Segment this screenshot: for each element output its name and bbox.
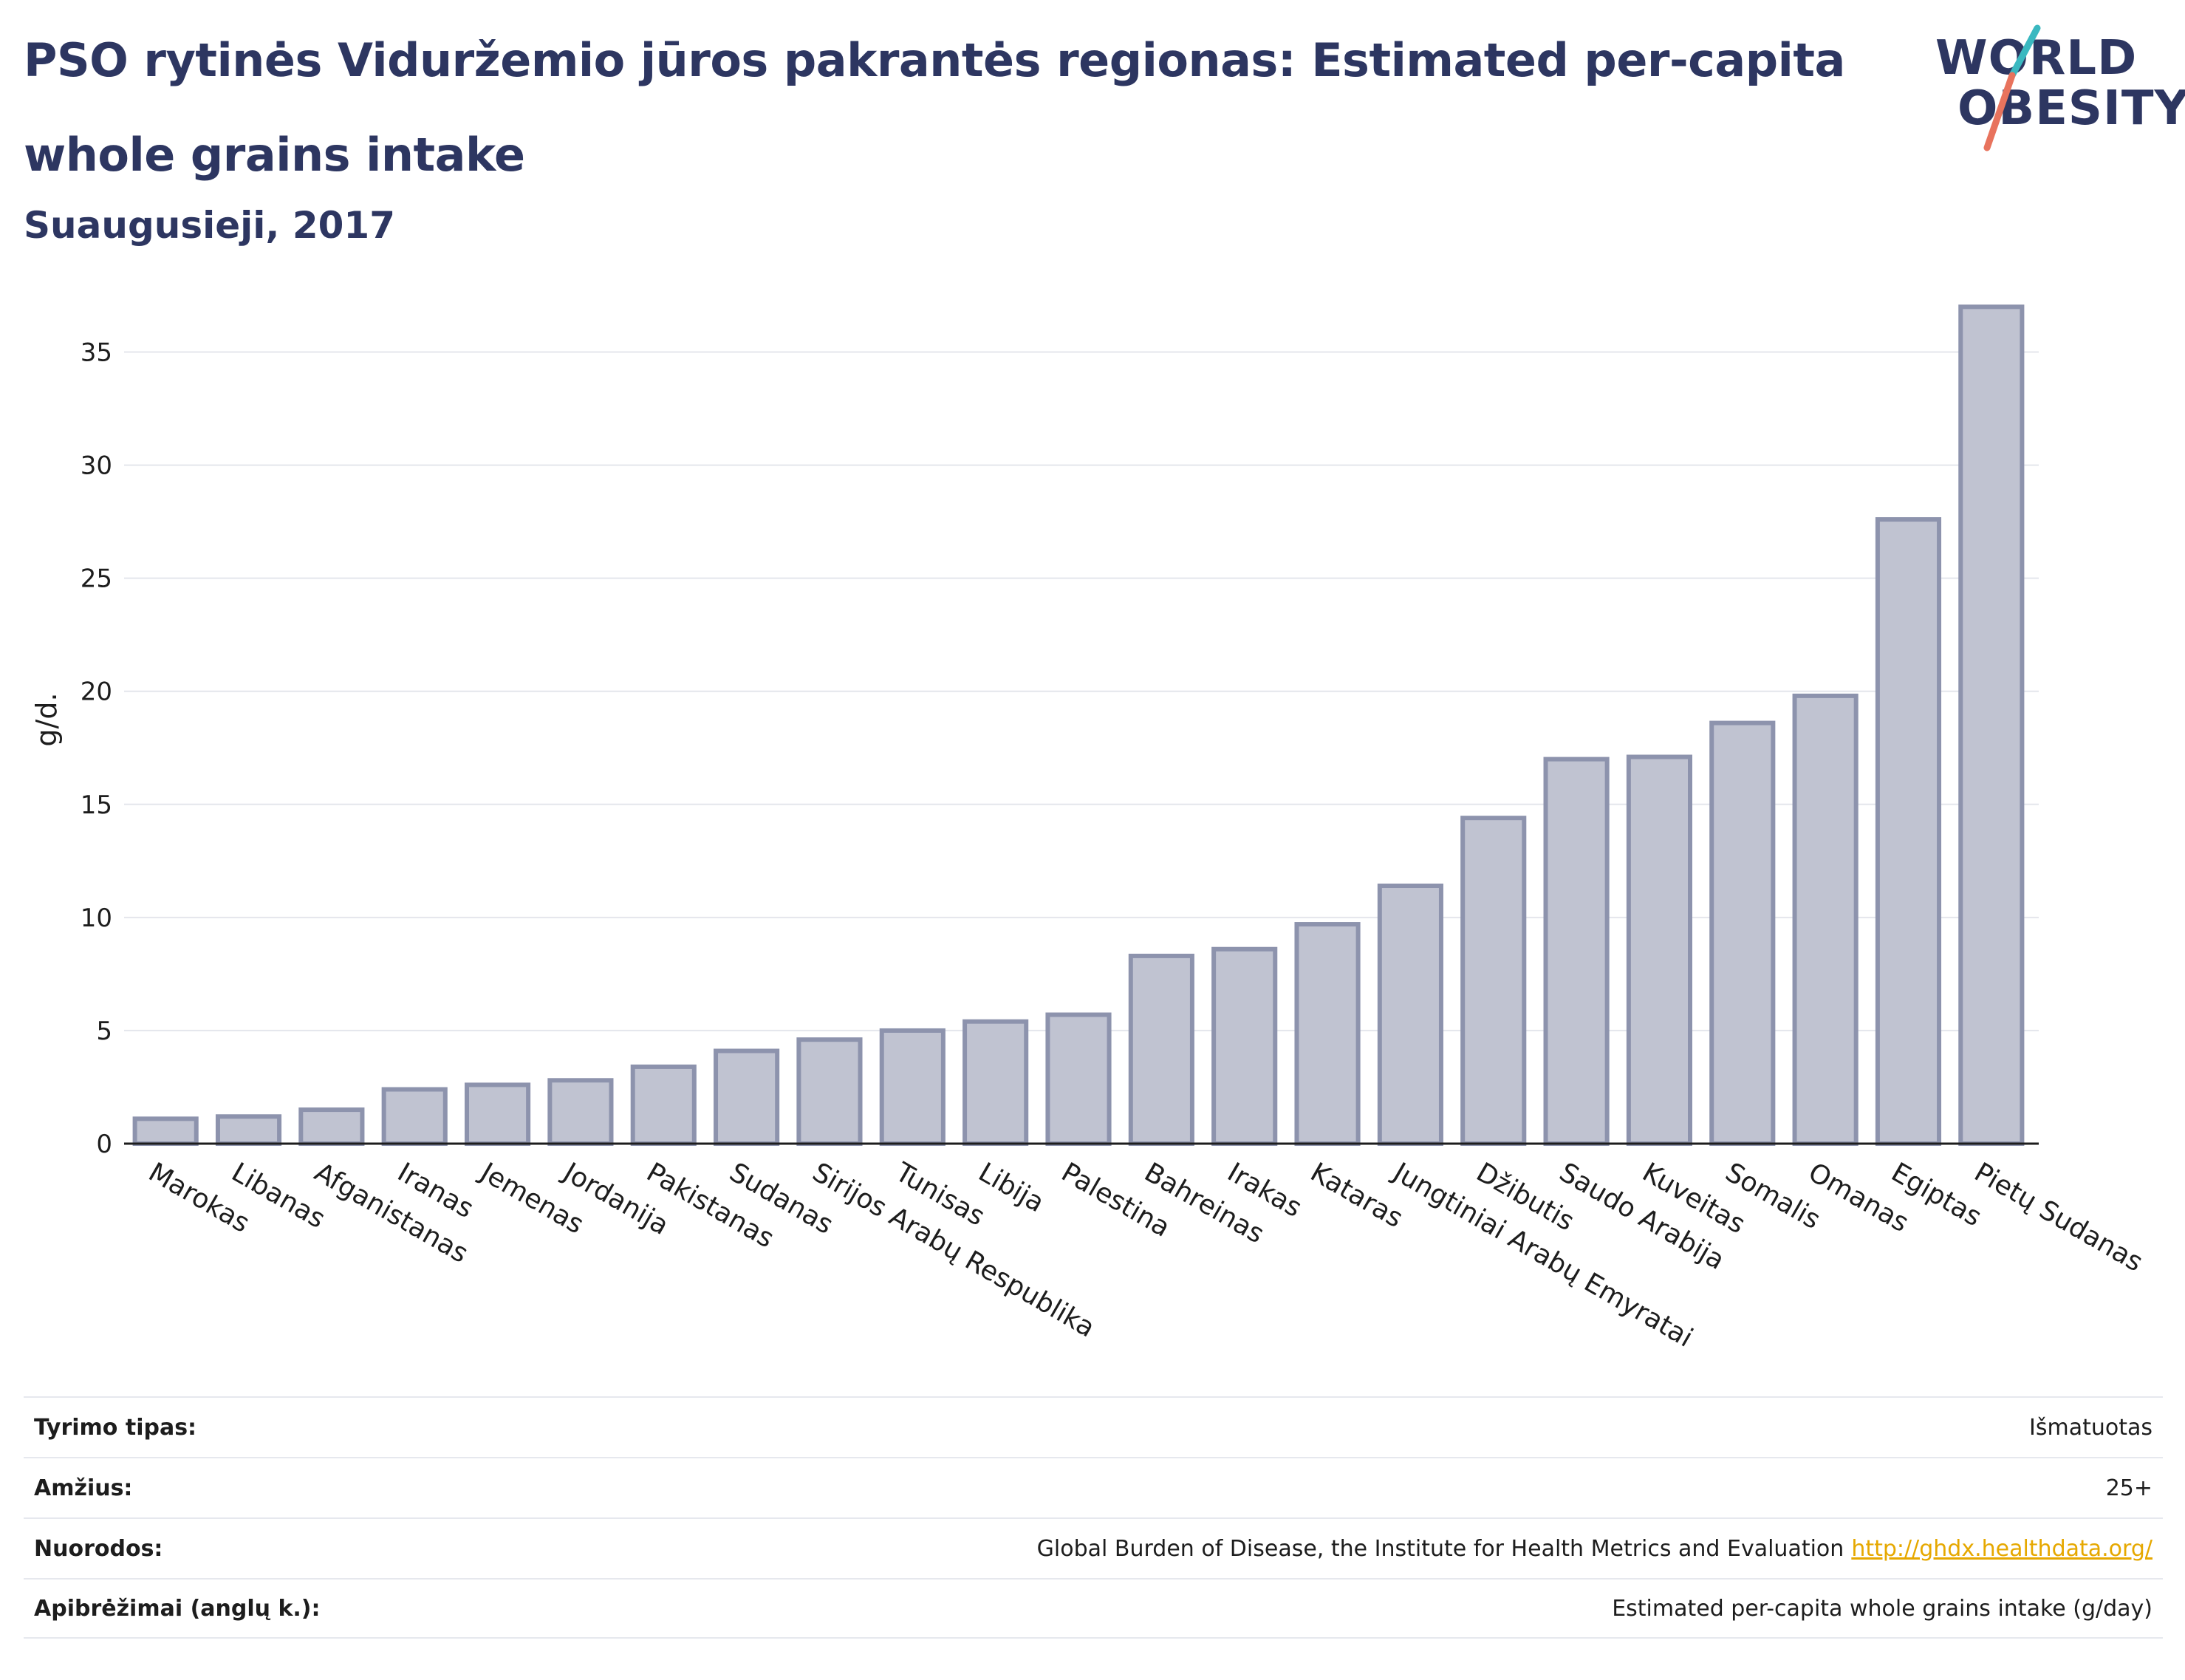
meta-key: Nuorodos: (34, 1535, 163, 1562)
meta-key: Apibrėžimai (anglų k.): (34, 1595, 321, 1622)
bar (1294, 922, 1361, 1146)
y-tick-label: 30 (81, 451, 112, 481)
meta-row-references: Nuorodos: Global Burden of Disease, the … (24, 1517, 2163, 1578)
bar (298, 1107, 365, 1146)
page-title: PSO rytinės Viduržemio jūros pakrantės r… (24, 27, 1856, 189)
bar-chart: 0 5 10 15 20 25 30 35 MarokasLibanasAfganistana… (30, 304, 2148, 1353)
meta-key: Tyrimo tipas: (34, 1414, 197, 1441)
logo-slash-icon (1983, 24, 2041, 151)
y-tick-label: 25 (81, 564, 112, 594)
y-axis-ticks: 0 5 10 15 20 25 30 35 (81, 338, 112, 1159)
bar (796, 1037, 863, 1147)
meta-value: 25+ (2105, 1475, 2152, 1501)
bar (381, 1087, 448, 1146)
bar (1875, 517, 1942, 1146)
bar (464, 1082, 531, 1146)
x-tick-label: Pietų Sudanas (1969, 1157, 2148, 1277)
bar (1543, 757, 1610, 1146)
bar (215, 1114, 282, 1147)
page-subtitle: Suaugusieji, 2017 (24, 204, 395, 247)
x-tick-label: Kataras (1305, 1157, 1408, 1234)
bar (1211, 946, 1278, 1146)
bar (547, 1078, 614, 1147)
bar (879, 1028, 946, 1147)
title-line-1: PSO rytinės Viduržemio jūros pakrantės r… (24, 33, 1845, 87)
meta-row-survey-type: Tyrimo tipas: Išmatuotas (24, 1396, 2163, 1457)
y-tick-label: 20 (81, 677, 112, 707)
bar (132, 1116, 199, 1146)
meta-value: Estimated per-capita whole grains intake… (1612, 1595, 2152, 1622)
y-tick-label: 35 (81, 338, 112, 368)
bar (962, 1019, 1029, 1146)
bar (1128, 953, 1194, 1147)
title-line-2: whole grains intake (24, 128, 525, 182)
source-link[interactable]: http://ghdx.healthdata.org/ (1851, 1535, 2152, 1562)
meta-row-age: Amžius: 25+ (24, 1457, 2163, 1517)
y-axis-title: g/d. (30, 692, 63, 746)
bar (1958, 304, 2025, 1147)
bar (714, 1048, 780, 1147)
logo-word-world: WORLD (1935, 31, 2138, 86)
meta-key: Amžius: (34, 1475, 133, 1501)
y-tick-label: 5 (96, 1017, 112, 1046)
meta-value-group: Global Burden of Disease, the Institute … (1037, 1536, 2152, 1562)
x-axis-labels: MarokasLibanasAfganistanasIranasJemenasJ… (143, 1156, 2148, 1353)
bar (1792, 693, 1859, 1146)
y-tick-label: 0 (96, 1130, 112, 1159)
bar (1045, 1012, 1112, 1147)
world-obesity-logo: WORLD OBESITY (1928, 22, 2185, 155)
bars (132, 304, 2025, 1147)
bar (1377, 884, 1443, 1146)
metadata-table: Tyrimo tipas: Išmatuotas Amžius: 25+ Nuo… (24, 1396, 2163, 1639)
y-tick-label: 10 (81, 904, 112, 933)
bar (1460, 816, 1527, 1147)
meta-row-definitions: Apibrėžimai (anglų k.): Estimated per-ca… (24, 1578, 2163, 1639)
bar (630, 1064, 697, 1147)
meta-value: Global Burden of Disease, the Institute … (1036, 1535, 1844, 1562)
bar (1709, 720, 1776, 1146)
y-tick-label: 15 (81, 791, 112, 820)
bar (1626, 754, 1693, 1146)
meta-value: Išmatuotas (2029, 1414, 2152, 1441)
